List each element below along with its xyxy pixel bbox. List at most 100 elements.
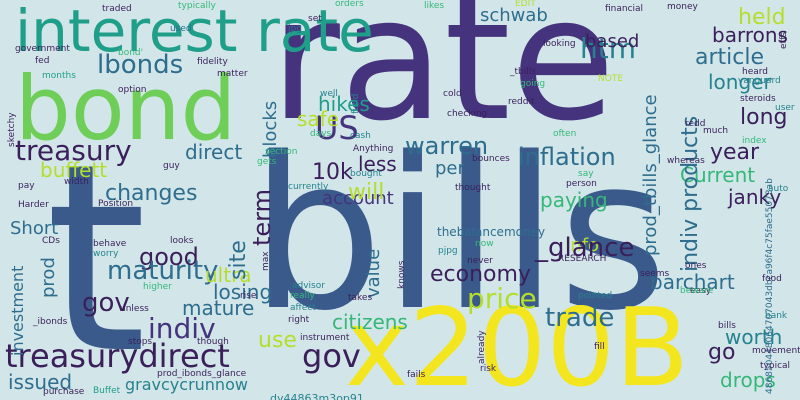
- cloud-word: stops: [128, 337, 153, 347]
- cloud-word: cold: [443, 89, 462, 99]
- cloud-word: Info: [565, 235, 600, 256]
- cloud-word: bounces: [472, 154, 510, 164]
- cloud-word: seems: [640, 269, 670, 279]
- cloud-word: currently: [288, 182, 329, 192]
- cloud-word: mature: [182, 296, 255, 320]
- cloud-word: year: [710, 140, 760, 165]
- cloud-word: section: [265, 147, 298, 157]
- cloud-word: bond: [15, 57, 237, 160]
- cloud-word: right: [288, 315, 310, 325]
- cloud-word: hikes: [318, 92, 370, 116]
- cloud-word: gravcycrunnow: [125, 375, 248, 394]
- cloud-word: worry: [93, 249, 119, 259]
- cloud-word: traded: [102, 4, 132, 14]
- cloud-word: say: [578, 169, 594, 179]
- cloud-word: orders: [335, 0, 364, 9]
- cloud-word: pointed: [578, 291, 613, 301]
- cloud-word: steroids: [740, 94, 776, 104]
- cloud-word: redd: [685, 119, 706, 129]
- cloud-word: changes: [105, 181, 198, 206]
- cloud-word: beware: [680, 286, 714, 296]
- cloud-word: indiv products: [678, 115, 703, 272]
- cloud-word: user: [775, 103, 795, 113]
- cloud-word: paying: [540, 188, 608, 212]
- cloud-word: longer: [708, 70, 772, 94]
- cloud-word: bills: [718, 321, 736, 331]
- cloud-word: 10k: [312, 160, 353, 185]
- cloud-word: losing: [213, 280, 273, 304]
- cloud-word: never: [467, 256, 493, 266]
- cloud-word: rise: [240, 291, 257, 301]
- cloud-word: much: [703, 126, 729, 136]
- cloud-word: money: [667, 2, 698, 12]
- cloud-word: bills: [250, 112, 668, 357]
- cloud-word: cash: [350, 131, 371, 141]
- cloud-word: days: [310, 129, 332, 139]
- cloud-word: NOTE: [598, 74, 624, 84]
- cloud-word: treasury: [15, 134, 132, 167]
- cloud-word: bond': [118, 48, 144, 58]
- cloud-word: go: [708, 340, 736, 365]
- cloud-word: prod_tbills_glance: [640, 94, 661, 256]
- cloud-word: government: [15, 44, 70, 54]
- cloud-word: term: [248, 189, 276, 246]
- cloud-word: financial: [605, 4, 644, 14]
- cloud-word: fails: [407, 370, 426, 380]
- cloud-word: Anything: [353, 144, 394, 154]
- cloud-word: investment: [8, 265, 27, 356]
- cloud-word: index: [742, 136, 767, 146]
- cloud-word: barrons: [712, 23, 788, 47]
- cloud-word: janky: [728, 185, 782, 209]
- cloud-word: site: [226, 240, 251, 280]
- cloud-word: thought: [455, 183, 491, 193]
- cloud-word: max: [261, 251, 271, 271]
- cloud-word: maturity: [107, 256, 219, 286]
- cloud-word: bank: [765, 311, 788, 321]
- cloud-word: Harder: [18, 200, 49, 210]
- cloud-word: pjpg: [438, 246, 458, 256]
- cloud-word: looks: [170, 236, 194, 246]
- cloud-word: going: [520, 79, 546, 89]
- cloud-word: really: [290, 291, 315, 301]
- cloud-word: safe: [297, 107, 340, 131]
- cloud-word: guy: [163, 161, 180, 171]
- cloud-word: bought: [350, 169, 382, 179]
- cloud-word: prod: [38, 257, 59, 298]
- cloud-word: heard: [742, 67, 769, 77]
- cloud-word: citizens: [332, 310, 408, 334]
- cloud-word: person: [566, 179, 597, 189]
- cloud-word: sketchy: [7, 112, 17, 147]
- cloud-word: behave: [93, 239, 127, 249]
- cloud-word: x200B: [345, 286, 690, 400]
- cloud-word: issued: [8, 370, 73, 394]
- cloud-word: price: [467, 282, 537, 315]
- cloud-word: advisor: [292, 281, 325, 291]
- cloud-word: direct: [185, 140, 243, 164]
- cloud-word: indiv: [148, 312, 216, 345]
- cloud-word: based: [585, 31, 640, 52]
- cloud-word: vanguard: [738, 76, 781, 86]
- cloud-word: etfs: [779, 32, 789, 49]
- cloud-word: dy44863m3op91: [270, 392, 364, 400]
- cloud-word: likes: [424, 1, 445, 11]
- cloud-word: purchase: [43, 387, 85, 397]
- cloud-word: affect: [290, 303, 316, 313]
- cloud-word: higher: [143, 282, 172, 292]
- cloud-word: typically: [178, 1, 216, 11]
- cloud-word: matter: [217, 69, 248, 79]
- cloud-word: value: [363, 248, 384, 298]
- cloud-word: _glance: [535, 233, 635, 263]
- cloud-word: ultra: [205, 263, 252, 287]
- cloud-word: fidelity: [197, 57, 228, 67]
- cloud-word: thebalancemoney: [437, 225, 546, 239]
- cloud-word: set: [308, 14, 322, 24]
- cloud-word: jpg: [288, 24, 302, 34]
- cloud-word: drops: [720, 368, 776, 392]
- cloud-word: per: [435, 158, 465, 179]
- cloud-word: Position: [98, 199, 134, 209]
- cloud-word: barchart: [650, 270, 735, 294]
- cloud-word: gov: [82, 288, 130, 318]
- cloud-word: reddit: [508, 97, 535, 107]
- cloud-word: rate: [270, 0, 616, 159]
